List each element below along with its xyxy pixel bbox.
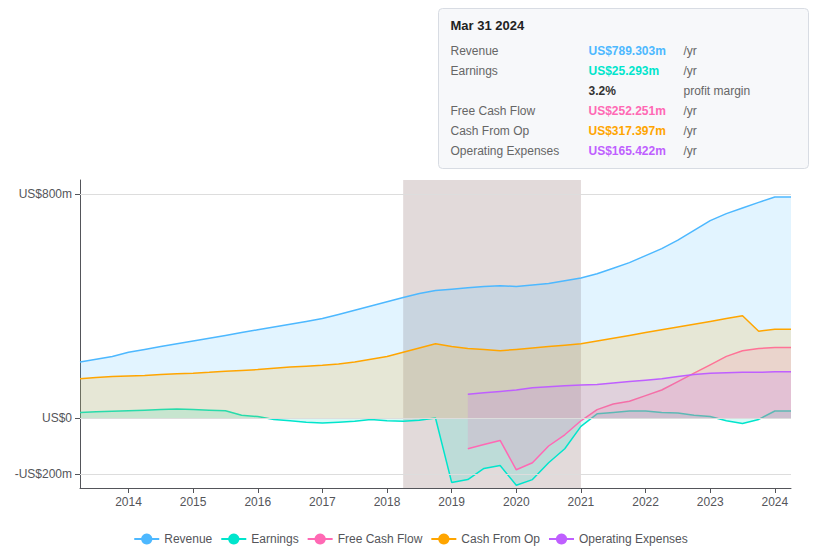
svg-text:2022: 2022 <box>632 495 659 509</box>
svg-text:Revenue: Revenue <box>451 44 499 58</box>
svg-text:2017: 2017 <box>309 495 336 509</box>
svg-text:/yr: /yr <box>684 64 697 78</box>
svg-text:US$165.422m: US$165.422m <box>589 144 666 158</box>
svg-text:Cash From Op: Cash From Op <box>461 532 540 546</box>
svg-text:Free Cash Flow: Free Cash Flow <box>451 104 536 118</box>
svg-text:2014: 2014 <box>115 495 142 509</box>
svg-text:2016: 2016 <box>244 495 271 509</box>
svg-text:US$252.251m: US$252.251m <box>589 104 666 118</box>
svg-text:2019: 2019 <box>438 495 465 509</box>
svg-text:2018: 2018 <box>374 495 401 509</box>
svg-text:US$0: US$0 <box>42 411 72 425</box>
svg-text:/yr: /yr <box>684 144 697 158</box>
svg-text:/yr: /yr <box>684 44 697 58</box>
svg-text:/yr: /yr <box>684 104 697 118</box>
svg-text:2015: 2015 <box>180 495 207 509</box>
svg-text:Cash From Op: Cash From Op <box>451 124 530 138</box>
svg-text:Operating Expenses: Operating Expenses <box>579 532 688 546</box>
svg-text:US$789.303m: US$789.303m <box>589 44 666 58</box>
svg-text:Earnings: Earnings <box>251 532 298 546</box>
svg-text:-US$200m: -US$200m <box>15 467 72 481</box>
svg-text:US$317.397m: US$317.397m <box>589 124 666 138</box>
svg-text:Operating Expenses: Operating Expenses <box>451 144 560 158</box>
svg-text:US$800m: US$800m <box>19 187 72 201</box>
svg-text:3.2%: 3.2% <box>589 84 617 98</box>
svg-text:Mar 31 2024: Mar 31 2024 <box>451 18 525 33</box>
svg-text:Free Cash Flow: Free Cash Flow <box>338 532 423 546</box>
svg-text:profit margin: profit margin <box>684 84 751 98</box>
svg-text:2021: 2021 <box>568 495 595 509</box>
svg-text:Revenue: Revenue <box>164 532 212 546</box>
svg-text:US$25.293m: US$25.293m <box>589 64 660 78</box>
svg-text:/yr: /yr <box>684 124 697 138</box>
svg-text:Earnings: Earnings <box>451 64 498 78</box>
svg-text:2024: 2024 <box>761 495 788 509</box>
svg-text:2023: 2023 <box>697 495 724 509</box>
svg-text:2020: 2020 <box>503 495 530 509</box>
